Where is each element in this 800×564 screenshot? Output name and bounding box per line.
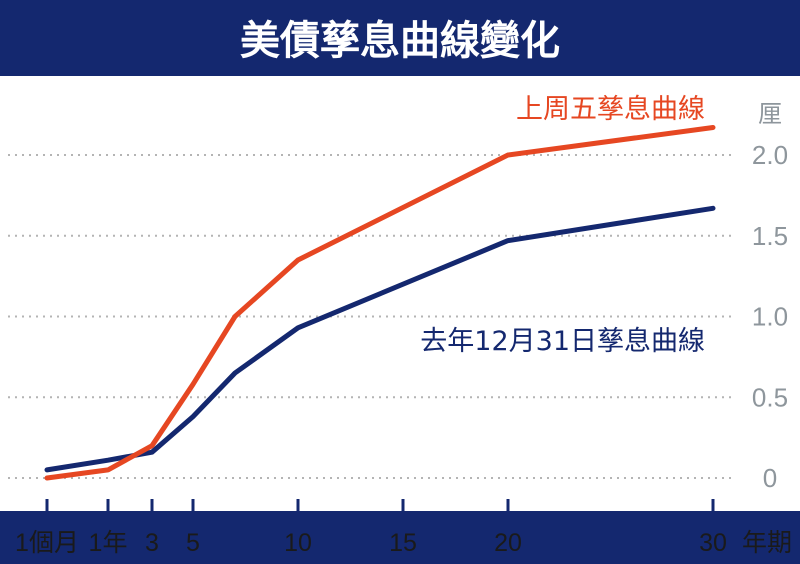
gridlines [8, 154, 735, 479]
x-tick-label: 15 [389, 529, 417, 557]
y-tick-label: 0 [763, 463, 777, 493]
y-tick-label: 2.0 [752, 140, 788, 170]
x-tick-labels: 1個月 1年 3 5 10 15 20 30 [15, 529, 727, 557]
y-axis-unit: 厘 [758, 100, 782, 128]
x-tick-label: 1年 [89, 529, 128, 557]
x-tick-label: 1個月 [15, 529, 79, 557]
y-tick-label: 1.5 [752, 221, 788, 251]
x-axis-unit: 年期 [742, 529, 792, 557]
title-bar [0, 0, 800, 76]
x-tick-label: 5 [186, 529, 200, 557]
series-lines [44, 125, 716, 481]
x-tick-label: 10 [284, 529, 312, 557]
x-axis-bar [0, 511, 800, 564]
y-tick-label: 1.0 [752, 302, 788, 332]
x-tick-label: 30 [699, 529, 727, 557]
series-label: 上周五孳息曲線 [516, 94, 705, 125]
x-tick-label: 20 [494, 529, 522, 557]
x-tick-label: 3 [145, 529, 159, 557]
x-tick-marks [45, 499, 715, 521]
series-label: 去年12月31日孳息曲線 [420, 326, 705, 357]
y-tick-labels: 0 0.5 1.0 1.5 2.0 [752, 140, 788, 493]
series-line [44, 205, 716, 473]
y-tick-label: 0.5 [752, 382, 788, 412]
series-line [44, 125, 716, 481]
chart-title: 美債孳息曲線變化 [240, 19, 560, 63]
